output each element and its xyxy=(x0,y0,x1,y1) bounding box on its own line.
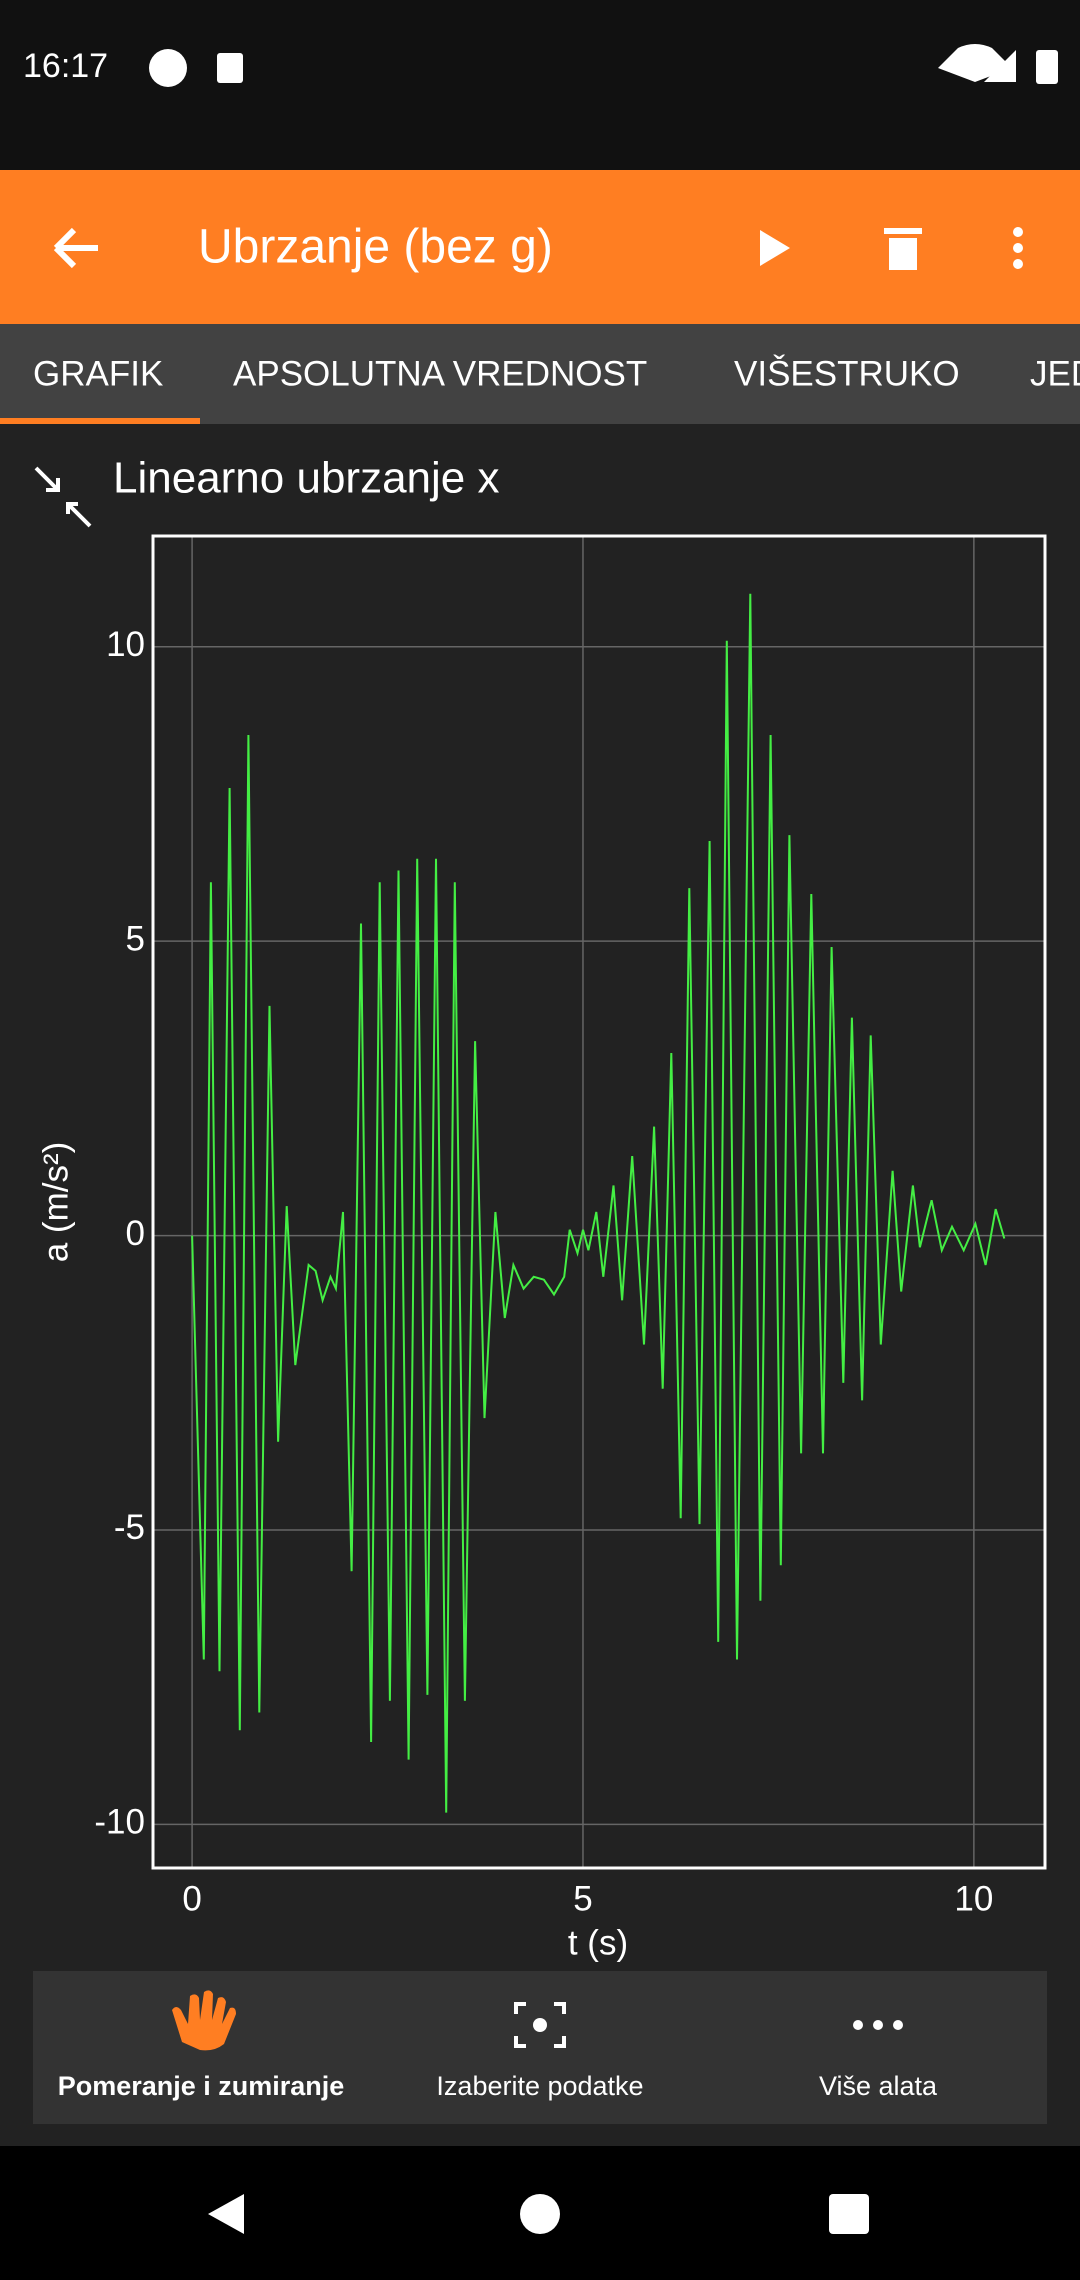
tab-indicator xyxy=(0,418,200,424)
tab-bar xyxy=(0,324,1080,424)
collapse-button[interactable] xyxy=(34,466,92,528)
more-icon[interactable] xyxy=(853,2020,903,2030)
tab[interactable]: VIŠESTRUKO xyxy=(734,354,960,393)
select-icon-dot xyxy=(533,2018,547,2032)
tab[interactable]: APSOLUTNA VREDNOST xyxy=(233,354,647,393)
y-axis-label: a (m/s²) xyxy=(36,1142,75,1263)
status-icon xyxy=(149,49,187,87)
pan-icon[interactable] xyxy=(172,1990,236,2051)
nav-back[interactable] xyxy=(208,2194,244,2234)
sd-icon xyxy=(217,53,243,83)
app-title: Ubrzanje (bez g) xyxy=(198,221,553,274)
status-bar xyxy=(0,0,1080,170)
tab[interactable]: JEDNOSTAVNO xyxy=(1030,354,1080,393)
clock: 16:17 xyxy=(23,47,108,85)
y-tick-label: 0 xyxy=(126,1214,145,1253)
x-tick-label: 10 xyxy=(954,1879,993,1918)
y-tick-label: 10 xyxy=(106,625,145,664)
chart-title: Linearno ubrzanje x xyxy=(113,454,499,503)
menu-button[interactable] xyxy=(1013,227,1023,269)
nav-recents[interactable] xyxy=(829,2194,869,2234)
select-icon[interactable] xyxy=(514,2002,566,2048)
back-button[interactable] xyxy=(53,227,98,269)
y-tick-label: -5 xyxy=(114,1508,145,1547)
tool-label[interactable]: Više alata xyxy=(819,2071,938,2101)
signal-icon xyxy=(984,50,1016,82)
x-axis-label: t (s) xyxy=(568,1923,628,1962)
tab[interactable]: GRAFIK xyxy=(33,354,163,393)
battery-icon xyxy=(1036,50,1058,84)
tool-label[interactable]: Izaberite podatke xyxy=(436,2071,643,2101)
x-tick-label: 5 xyxy=(573,1879,592,1918)
delete-button[interactable] xyxy=(884,228,922,270)
play-button[interactable] xyxy=(760,230,790,266)
nav-home[interactable] xyxy=(520,2194,560,2234)
chart: -10 -5 0 5 10 0 5 10 xyxy=(94,534,1047,1918)
y-tick-label: 5 xyxy=(126,919,145,958)
plot-frame xyxy=(151,534,1047,1870)
y-tick-label: -10 xyxy=(94,1803,145,1842)
data-line xyxy=(191,593,1006,1813)
tool-label[interactable]: Pomeranje i zumiranje xyxy=(58,2071,345,2101)
x-tick-label: 0 xyxy=(182,1879,201,1918)
